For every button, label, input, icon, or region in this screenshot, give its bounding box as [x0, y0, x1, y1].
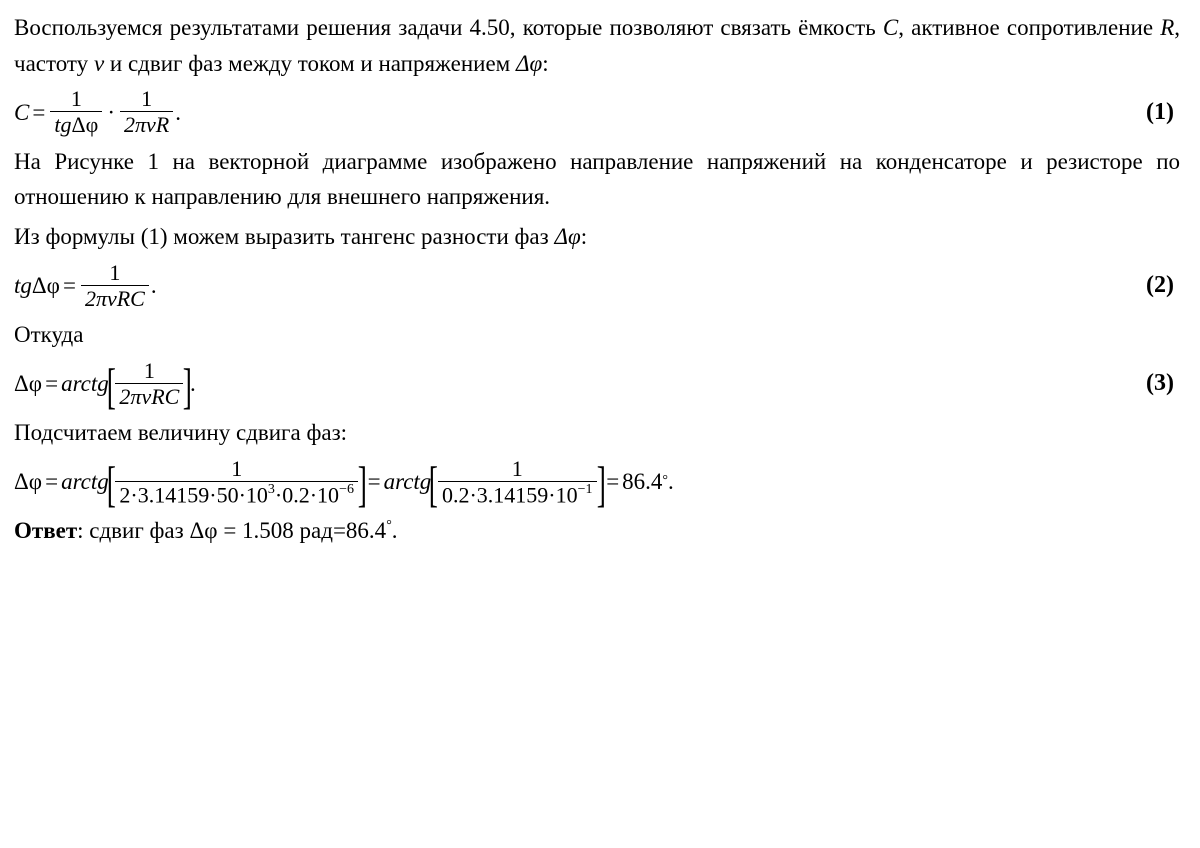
answer-label: Ответ: [14, 518, 77, 543]
eq4-frac2: 1 0.2·3.14159·10−1: [438, 457, 597, 508]
paragraph-intro: Воспользуемся результатами решения задач…: [14, 10, 1180, 81]
numerator: 1: [227, 457, 246, 481]
numerator: 1: [105, 261, 124, 285]
symbol-r: R: [1160, 15, 1174, 40]
eq2-dphi: Δφ: [32, 268, 60, 304]
result-value: 86.4: [622, 464, 662, 500]
arctg: arctg: [61, 366, 109, 402]
symbol-dphi: Δφ: [189, 518, 217, 543]
dot: ·: [104, 95, 118, 131]
text: и сдвиг фаз между током и напряжением: [104, 51, 516, 76]
denominator: 2·3.14159·50·103·0.2·10−6: [115, 481, 358, 508]
numerator: 1: [508, 457, 527, 481]
text: :: [542, 51, 548, 76]
text: Из формулы (1) можем выразить тангенс ра…: [14, 224, 554, 249]
equation-3-number: (3): [1146, 365, 1180, 402]
right-bracket: ]: [596, 466, 605, 504]
equation-2: tgΔφ = 1 2πνRC . (2): [14, 261, 1180, 311]
eq1-frac2: 1 2πνR: [120, 87, 173, 137]
equation-1-body: C = 1 tgΔφ · 1 2πνR .: [14, 87, 181, 137]
arctg: arctg: [61, 464, 109, 500]
answer-deg-text: рад=86.4: [294, 518, 386, 543]
degree: °: [386, 518, 392, 533]
left-bracket: [: [107, 466, 116, 504]
left-bracket: [: [107, 368, 116, 406]
eq2-tg: tg: [14, 268, 32, 304]
eq-sign: =: [60, 268, 79, 304]
answer-line: Ответ: сдвиг фаз Δφ = 1.508 рад=86.4°.: [14, 513, 1180, 549]
period: .: [392, 518, 398, 543]
text: Воспользуемся результатами решения задач…: [14, 15, 883, 40]
eq1-lhs: C: [14, 95, 29, 131]
equation-1: C = 1 tgΔφ · 1 2πνR . (1): [14, 87, 1180, 137]
answer-rad: = 1.508: [218, 518, 294, 543]
denominator: 0.2·3.14159·10−1: [438, 481, 597, 508]
numerator: 1: [67, 87, 86, 111]
paragraph-figure: На Рисунке 1 на векторной диаграмме изоб…: [14, 144, 1180, 215]
denominator: tgΔφ: [50, 111, 102, 137]
equation-4: Δφ = arctg [ 1 2·3.14159·50·103·0.2·10−6…: [14, 457, 1180, 508]
right-bracket: ]: [183, 368, 192, 406]
equation-2-body: tgΔφ = 1 2πνRC .: [14, 261, 157, 311]
symbol-dphi: Δφ: [516, 51, 542, 76]
eq3-lhs: Δφ: [14, 366, 42, 402]
numerator: 1: [137, 87, 156, 111]
denominator: 2πνRC: [115, 383, 183, 409]
arctg: arctg: [384, 464, 432, 500]
eq3-frac: 1 2πνRC: [115, 359, 183, 409]
degree: °: [662, 470, 668, 492]
equation-1-number: (1): [1146, 94, 1180, 131]
text: , активное сопротивление: [898, 15, 1160, 40]
denominator: 2πνRC: [81, 285, 149, 311]
eq-sign: =: [603, 464, 622, 500]
paragraph-whence: Откуда: [14, 317, 1180, 353]
symbol-c: C: [883, 15, 898, 40]
text: : сдвиг фаз: [77, 518, 189, 543]
eq4-lhs: Δφ: [14, 464, 42, 500]
paragraph-calc: Подсчитаем величину сдвига фаз:: [14, 415, 1180, 451]
period: .: [151, 268, 157, 304]
equation-3-body: Δφ = arctg [ 1 2πνRC ] .: [14, 359, 196, 409]
period: .: [175, 95, 181, 131]
denominator: 2πνR: [120, 111, 173, 137]
eq2-frac: 1 2πνRC: [81, 261, 149, 311]
eq-sign: =: [42, 464, 61, 500]
paragraph-derive: Из формулы (1) можем выразить тангенс ра…: [14, 219, 1180, 255]
right-bracket: ]: [358, 466, 367, 504]
numerator: 1: [140, 359, 159, 383]
eq-sign: =: [42, 366, 61, 402]
equation-4-body: Δφ = arctg [ 1 2·3.14159·50·103·0.2·10−6…: [14, 457, 674, 508]
eq-sign: =: [29, 95, 48, 131]
period: .: [668, 464, 674, 500]
text: :: [581, 224, 587, 249]
symbol-nu: ν: [94, 51, 104, 76]
eq1-frac1: 1 tgΔφ: [50, 87, 102, 137]
left-bracket: [: [429, 466, 438, 504]
equation-3: Δφ = arctg [ 1 2πνRC ] . (3): [14, 359, 1180, 409]
eq-sign: =: [365, 464, 384, 500]
eq4-frac1: 1 2·3.14159·50·103·0.2·10−6: [115, 457, 358, 508]
symbol-dphi: Δφ: [554, 224, 580, 249]
equation-2-number: (2): [1146, 267, 1180, 304]
